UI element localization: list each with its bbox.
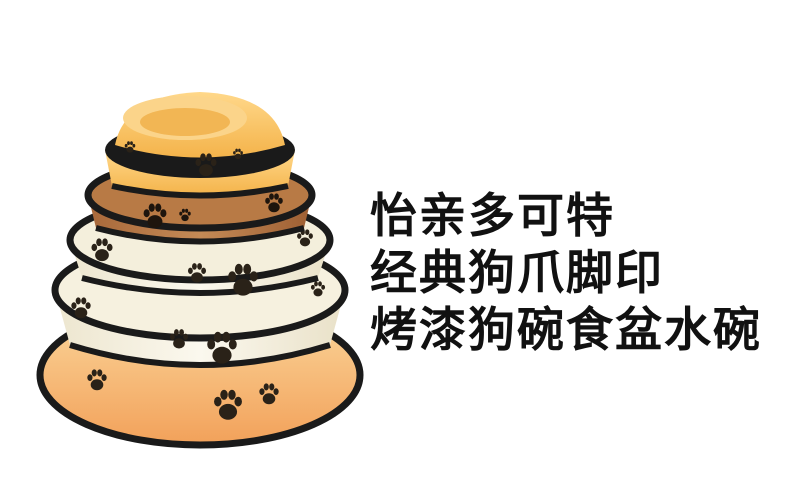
caption-line-design: 经典狗爪脚印 [370,246,664,301]
bowl-small-yellow [105,92,295,199]
product-caption: 怡亲多可特 经典狗爪脚印 烤漆狗碗食盆水碗 [370,188,780,359]
stacked-bowls-illustration [36,92,364,449]
caption-line-brand: 怡亲多可特 [370,189,615,244]
caption-line-product: 烤漆狗碗食盆水碗 [370,303,762,358]
